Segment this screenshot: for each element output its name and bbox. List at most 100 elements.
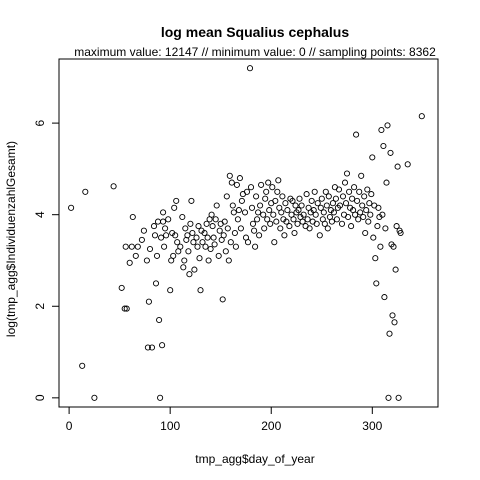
data-point-192	[335, 186, 343, 193]
data-point-84	[220, 232, 227, 239]
data-point-65	[199, 239, 206, 246]
data-point-254	[418, 113, 425, 120]
data-point-154	[295, 207, 302, 214]
plot-frame	[58, 58, 439, 408]
data-point-40	[171, 204, 178, 211]
data-point-235	[380, 142, 387, 150]
data-point-0	[68, 204, 75, 211]
data-point-138	[278, 209, 285, 216]
data-point-210	[355, 216, 362, 223]
data-point-112	[251, 227, 258, 234]
data-point-16	[143, 257, 150, 264]
data-point-199	[343, 170, 351, 177]
data-point-228	[373, 280, 380, 287]
data-point-54	[187, 220, 194, 227]
x-tick-label-1: 100	[160, 419, 180, 433]
data-point-114	[253, 193, 260, 200]
data-point-203	[348, 223, 355, 230]
data-point-94	[230, 209, 237, 216]
data-point-32	[161, 243, 168, 250]
data-point-56	[189, 229, 196, 237]
data-point-187	[330, 209, 337, 216]
data-point-216	[361, 193, 368, 200]
data-point-253	[404, 161, 411, 168]
data-point-59	[193, 234, 200, 241]
data-point-120	[260, 211, 267, 218]
data-point-97	[233, 181, 240, 188]
data-point-123	[263, 188, 270, 195]
data-point-237	[382, 225, 389, 232]
data-point-213	[358, 172, 365, 179]
data-point-224	[369, 154, 376, 161]
data-point-27	[157, 394, 164, 401]
data-point-159	[300, 211, 307, 218]
data-point-22	[151, 232, 159, 239]
data-point-66	[201, 229, 208, 237]
data-point-10	[128, 243, 135, 250]
data-point-162	[304, 216, 311, 223]
data-point-207	[352, 211, 359, 218]
data-point-102	[238, 197, 245, 204]
data-point-230	[375, 204, 382, 211]
data-point-58	[191, 266, 198, 273]
data-point-242	[387, 149, 394, 156]
data-point-46	[179, 213, 186, 221]
data-point-117	[256, 232, 263, 239]
data-point-80	[216, 227, 223, 234]
data-point-47	[180, 264, 187, 271]
data-point-201	[346, 188, 353, 195]
data-point-111	[249, 220, 257, 227]
data-point-68	[203, 220, 210, 227]
data-point-189	[332, 195, 339, 202]
data-point-195	[339, 193, 347, 200]
data-point-20	[148, 344, 156, 351]
data-point-12	[132, 252, 139, 259]
data-point-171	[313, 220, 320, 227]
data-point-104	[241, 209, 249, 216]
data-point-142	[282, 200, 289, 207]
data-point-70	[205, 257, 212, 264]
data-point-39	[170, 252, 177, 259]
data-point-90	[226, 172, 233, 179]
data-point-144	[284, 207, 291, 214]
data-point-149	[290, 216, 297, 223]
data-point-240	[385, 394, 392, 401]
data-point-250	[395, 394, 402, 401]
data-point-99	[235, 207, 242, 214]
data-point-245	[390, 243, 397, 250]
data-point-6	[121, 305, 128, 312]
data-point-174	[317, 204, 324, 211]
data-point-19	[146, 245, 154, 253]
data-point-36	[167, 287, 174, 294]
data-point-126	[266, 207, 273, 214]
data-point-51	[184, 232, 191, 239]
x-tick-label-0: 0	[66, 419, 73, 433]
data-point-124	[264, 216, 271, 223]
data-point-119	[258, 181, 265, 188]
data-point-3	[91, 394, 98, 401]
y-tick-label-2: 4	[33, 211, 47, 218]
data-point-88	[224, 225, 231, 232]
data-point-220	[365, 218, 372, 225]
data-point-166	[308, 197, 315, 204]
data-point-129	[269, 184, 276, 191]
data-point-181	[324, 225, 331, 232]
data-point-244	[389, 312, 396, 319]
data-point-170	[312, 211, 319, 218]
data-point-91	[227, 239, 234, 246]
data-point-15	[140, 227, 147, 234]
data-point-164	[306, 225, 313, 232]
data-point-77	[212, 216, 219, 223]
data-point-48	[181, 257, 188, 264]
data-point-35	[165, 216, 172, 223]
data-point-198	[342, 200, 350, 207]
data-point-101	[237, 225, 244, 232]
data-point-67	[202, 243, 209, 250]
data-point-180	[323, 202, 330, 209]
data-point-17	[144, 344, 151, 351]
data-point-206	[351, 184, 358, 191]
data-point-131	[271, 239, 278, 246]
data-point-110	[248, 204, 256, 211]
data-point-28	[158, 234, 165, 241]
